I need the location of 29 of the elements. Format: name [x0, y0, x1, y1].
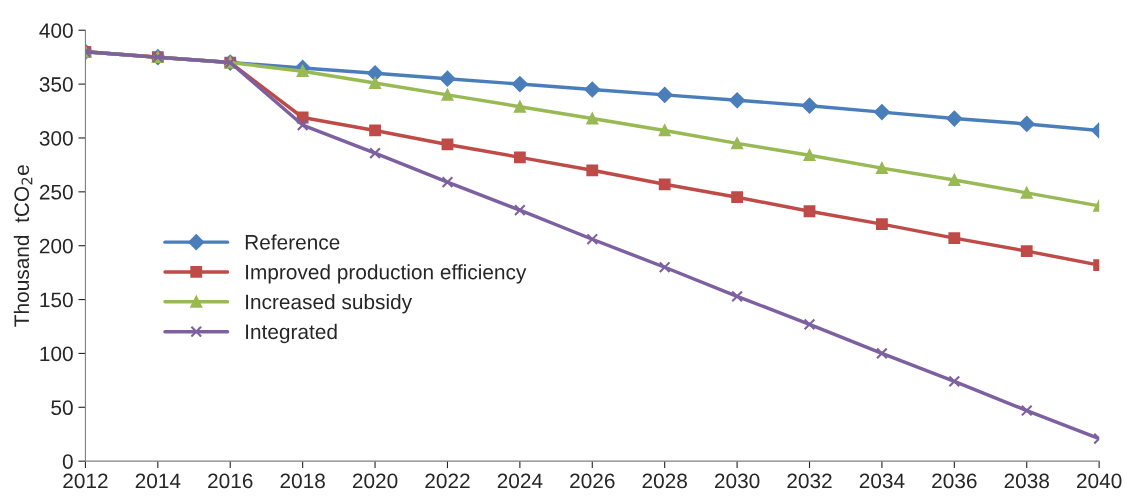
x-tick-label: 2030	[714, 473, 760, 489]
x-tick-label: 2022	[425, 473, 470, 489]
x-tick-label: 2040	[1077, 473, 1122, 489]
x-tick-label: 2020	[352, 473, 398, 489]
x-tick-label: 2016	[208, 473, 253, 489]
x-tick-label: 2012	[63, 473, 108, 489]
y-tick-label: 50	[51, 400, 73, 416]
y-axis-title: Thousand tCO$_{2}$e	[13, 165, 33, 327]
y-tick-label: 150	[40, 292, 73, 308]
x-tick-label: 2032	[787, 473, 832, 489]
legend-label: Reference	[245, 234, 340, 250]
x-tick-label: 2018	[280, 473, 325, 489]
y-tick-label: 300	[39, 130, 73, 146]
legend-label: Improved production efficiency	[246, 264, 527, 284]
y-tick-label: 400	[39, 23, 73, 38]
y-tick-label: 0	[62, 454, 73, 469]
x-tick-label: 2026	[570, 473, 615, 489]
y-tick-label: 350	[39, 77, 73, 92]
x-tick-label: 2014	[135, 473, 181, 489]
x-tick-label: 2038	[1004, 473, 1049, 489]
x-tick-label: 2034	[859, 473, 905, 489]
y-tick-label: 200	[39, 238, 73, 254]
y-tick-label: 250	[39, 184, 73, 200]
legend-label: Integrated	[246, 323, 337, 344]
x-tick-label: 2024	[497, 473, 543, 489]
y-tick-label: 100	[40, 346, 73, 362]
x-tick-label: 2028	[642, 473, 687, 489]
legend-label: Increased subsidy	[246, 294, 413, 314]
x-tick-label: 2036	[932, 473, 977, 489]
